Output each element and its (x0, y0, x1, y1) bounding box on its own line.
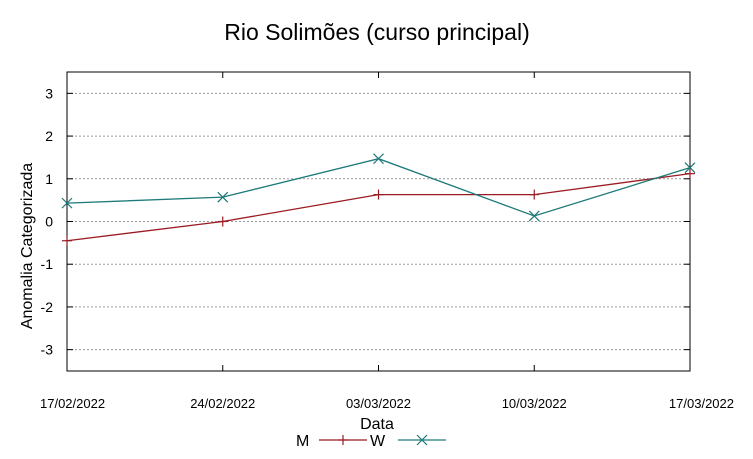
x-tick-label: 24/02/2022 (190, 396, 255, 411)
x-axis-ticks: 17/02/2022 24/02/2022 03/03/2022 10/03/2022… (40, 72, 734, 411)
y-tick-label: 1 (45, 171, 53, 187)
y-tick-label: -3 (41, 342, 54, 358)
series-line-M (66, 173, 691, 242)
data-point-cross (416, 434, 428, 446)
y-axis-label: Anomalia Categorizada (19, 163, 36, 329)
y-tick-label: 0 (45, 214, 53, 230)
data-point-plus (373, 189, 384, 200)
x-tick-label: 03/03/2022 (346, 396, 411, 411)
legend-label-W: W (370, 433, 386, 450)
y-tick-label: 3 (45, 85, 53, 101)
x-axis-label: Data (360, 416, 394, 433)
chart-title: Rio Solimões (curso principal) (224, 19, 530, 45)
grid-layer (67, 92, 690, 351)
data-point-cross (373, 153, 384, 165)
data-point-plus (529, 189, 540, 200)
y-tick-label: 2 (45, 128, 53, 144)
series-layer (61, 153, 696, 246)
legend-label-M: M (296, 433, 309, 450)
series-line-W (66, 158, 691, 217)
y-axis-ticks: -3 -2 -1 0 1 2 3 (41, 85, 690, 358)
x-tick-label: 17/03/2022 (669, 396, 734, 411)
y-tick-label: -1 (41, 256, 54, 272)
data-point-plus (217, 216, 228, 227)
data-point-plus (338, 435, 348, 445)
data-point-plus (685, 168, 695, 179)
data-point-cross (217, 191, 229, 203)
data-point-cross (684, 162, 696, 174)
x-tick-label: 17/02/2022 (40, 396, 105, 411)
data-point-plus (62, 235, 72, 246)
y-tick-label: -2 (41, 299, 54, 315)
data-point-cross (61, 197, 73, 209)
x-tick-label: 10/03/2022 (502, 396, 567, 411)
data-point-cross (528, 210, 540, 222)
